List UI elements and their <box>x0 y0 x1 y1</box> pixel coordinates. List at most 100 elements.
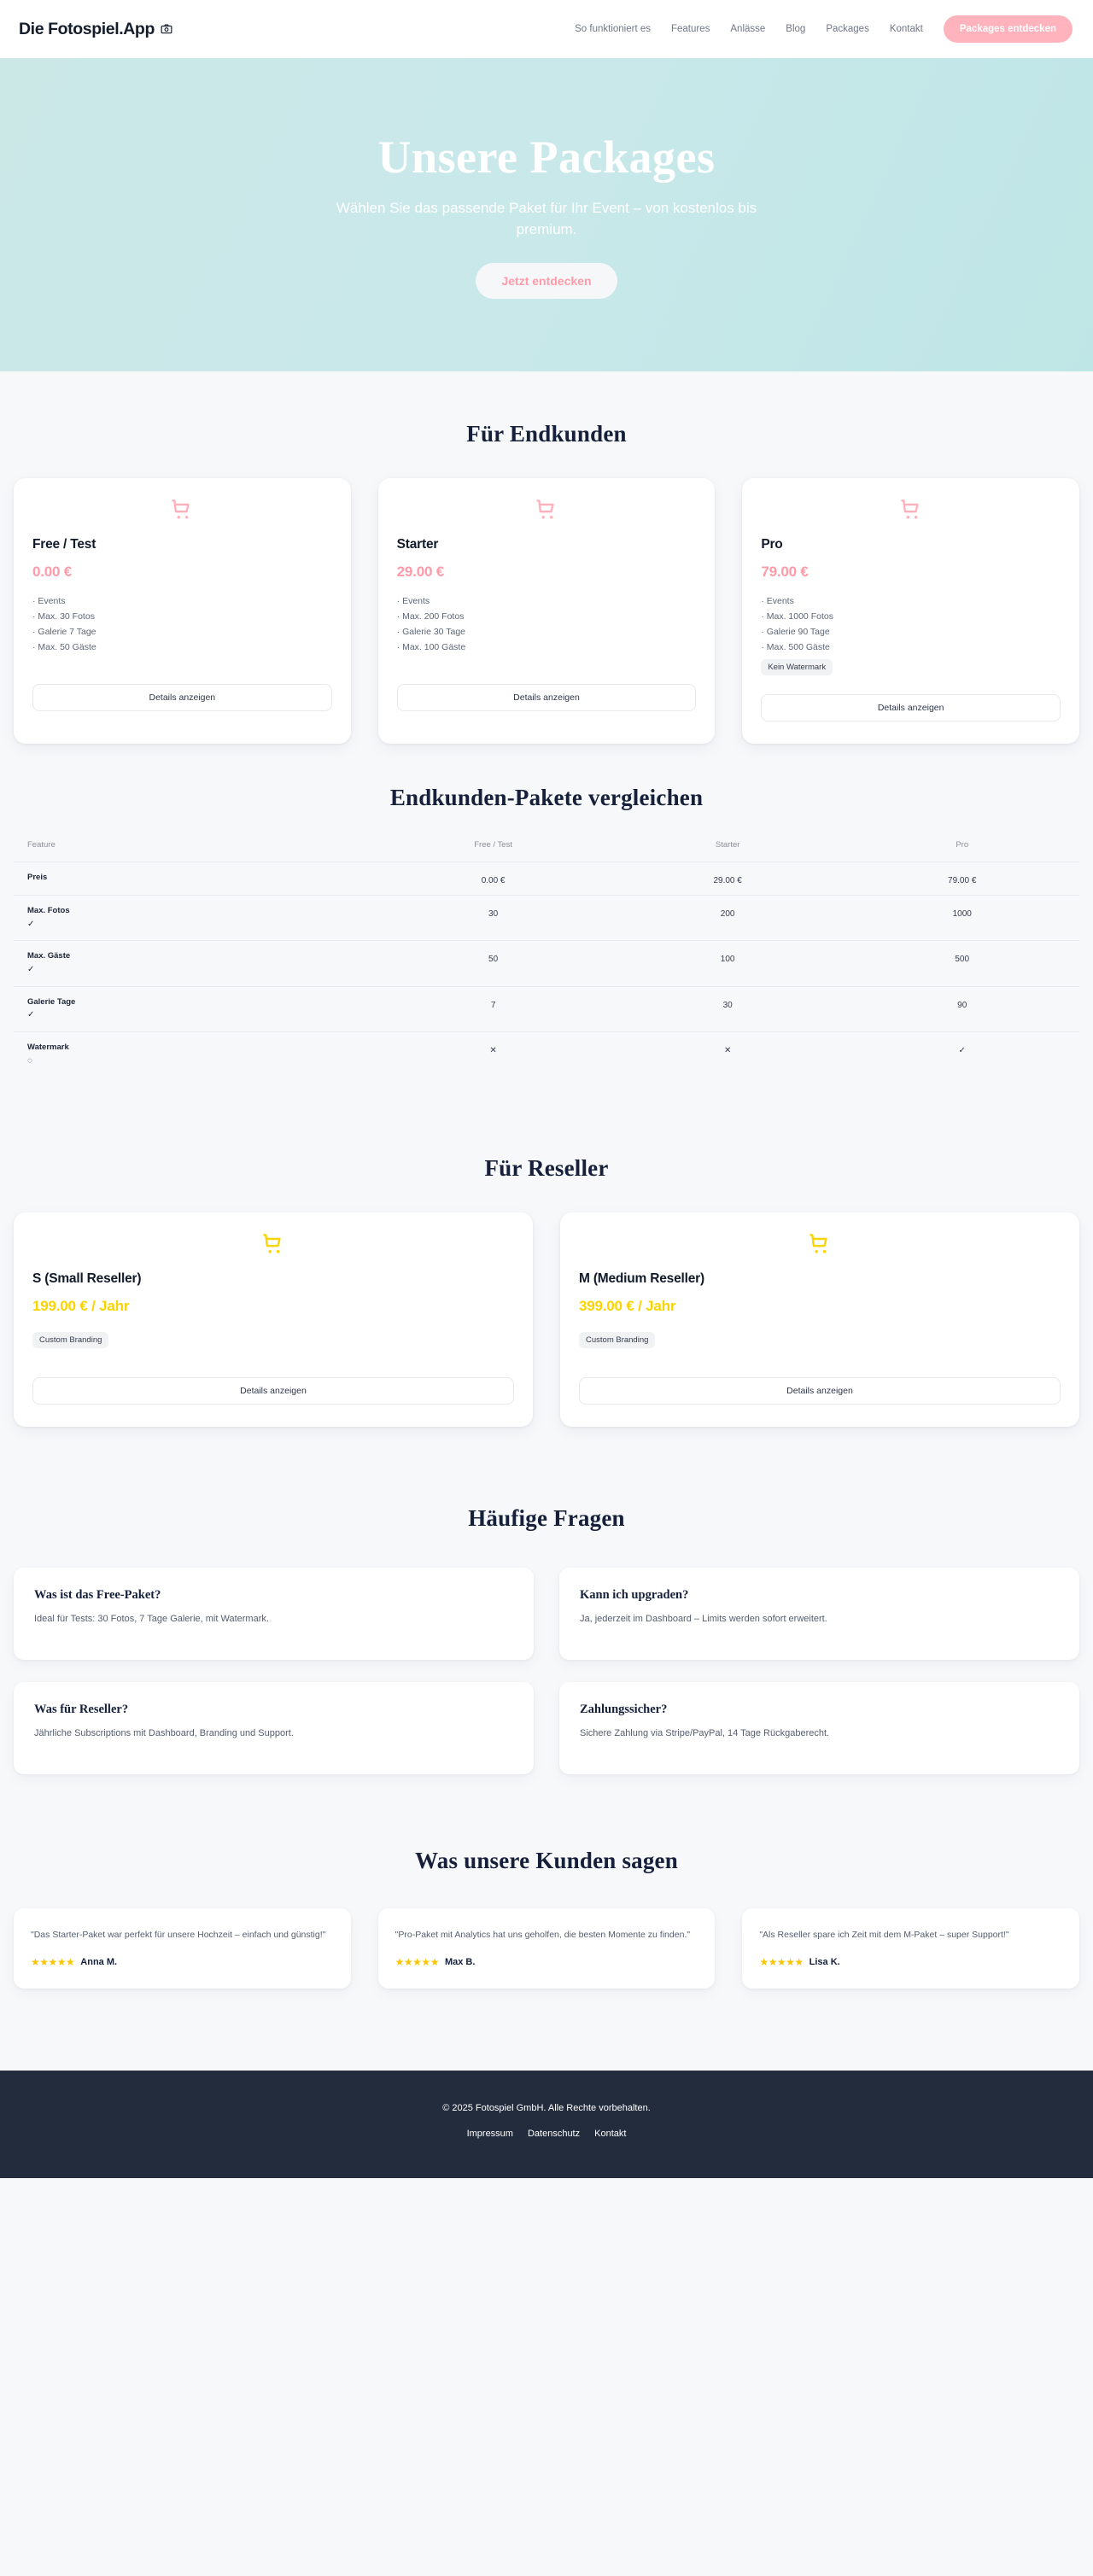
reseller-plan-name: M (Medium Reseller) <box>579 1271 704 1287</box>
testimonial-card: "Als Reseller spare ich Zeit mit dem M-P… <box>742 1908 1079 1989</box>
row-value-check: ✓ <box>958 1045 966 1055</box>
plan-name: Starter <box>396 537 439 552</box>
reseller-card-small[interactable]: S (Small Reseller) 199.00 € / Jahr Custo… <box>14 1212 533 1428</box>
row-label: Max. Gäste ✓ <box>14 940 377 987</box>
faq-item[interactable]: Zahlungssicher? Sichere Zahlung via Stri… <box>559 1682 1079 1775</box>
row-value: 200 <box>610 895 845 942</box>
testimonial-footer: ★★★★★ Max B. <box>395 1956 698 1968</box>
col-feature: Feature <box>14 840 377 863</box>
endkunden-cards: Free / Test 0.00 € · Events · Max. 30 Fo… <box>0 478 1093 745</box>
logo[interactable]: Die Fotospiel.App <box>19 20 172 39</box>
plan-features: · Events · Max. 200 Fotos · Galerie 30 T… <box>397 593 697 655</box>
plan-features: · Events · Max. 1000 Fotos · Galerie 90 … <box>761 593 1061 655</box>
check-icon: ✓ <box>27 919 35 929</box>
reseller-badge-custom-branding: Custom Branding <box>579 1332 656 1349</box>
endkunden-section: Für Endkunden Free / Test 0.00 € · Event… <box>0 371 1093 745</box>
row-label: Watermark ◌ <box>14 1031 376 1077</box>
plan-name: Pro <box>761 537 783 552</box>
nav-item-anlaesse[interactable]: Anlässe <box>730 24 766 34</box>
feature-item: · Max. 200 Fotos <box>396 611 465 622</box>
shopping-cart-icon <box>397 497 697 527</box>
star-rating-icon: ★★★★★ <box>759 1956 804 1969</box>
footer-link-datenschutz[interactable]: Datenschutz <box>527 2129 581 2140</box>
details-anzeigen-button[interactable]: Details anzeigen <box>396 684 697 712</box>
details-anzeigen-button[interactable]: Details anzeigen <box>579 1377 1061 1405</box>
faq-question: Was für Reseller? <box>34 1703 129 1717</box>
details-anzeigen-button[interactable]: Details anzeigen <box>32 1377 514 1405</box>
packages-entdecken-button[interactable]: Packages entdecken <box>943 15 1073 43</box>
row-value: 100 <box>610 940 845 987</box>
faq-question: Zahlungssicher? <box>580 1703 668 1717</box>
faq-item[interactable]: Kann ich upgraden? Ja, jederzeit im Dash… <box>559 1568 1079 1661</box>
feature-item: · Max. 50 Gäste <box>32 642 96 653</box>
camera-icon <box>161 23 172 35</box>
reseller-heading: Für Reseller <box>484 1155 609 1182</box>
faq-answer: Sichere Zahlung via Stripe/PayPal, 14 Ta… <box>580 1728 830 1739</box>
reseller-plan-name: S (Small Reseller) <box>32 1271 142 1287</box>
hero-title: Unsere Packages <box>377 131 716 184</box>
row-value: 79.00 € <box>845 862 1079 897</box>
feature-item: · Max. 30 Fotos <box>32 611 95 622</box>
faq-question: Was ist das Free-Paket? <box>34 1588 161 1603</box>
logo-text: Die Fotospiel.App <box>19 19 155 38</box>
copyright-text: © 2025 Fotospiel GmbH. Alle Rechte vorbe… <box>442 2103 651 2114</box>
testimonial-card: "Das Starter-Paket war perfekt für unser… <box>14 1908 351 1989</box>
col-pro: Pro <box>845 840 1079 863</box>
faq-heading: Häufige Fragen <box>468 1505 625 1532</box>
feature-item: · Events <box>32 596 66 606</box>
nav-item-kontakt[interactable]: Kontakt <box>889 24 923 34</box>
faq-section: Häufige Fragen Was ist das Free-Paket? I… <box>0 1427 1093 1775</box>
nav-item-packages[interactable]: Packages <box>826 24 869 34</box>
hero-cta-button[interactable]: Jetzt entdecken <box>476 262 617 299</box>
row-label: Max. Fotos ✓ <box>14 895 377 942</box>
reseller-card-medium[interactable]: M (Medium Reseller) 399.00 € / Jahr Cust… <box>560 1212 1079 1428</box>
details-anzeigen-button[interactable]: Details anzeigen <box>32 684 332 712</box>
compare-section: Endkunden-Pakete vergleichen Feature Fre… <box>0 744 1093 1077</box>
feature-item: · Galerie 7 Tage <box>32 627 96 638</box>
testimonial-footer: ★★★★★ Anna M. <box>31 1956 334 1968</box>
footer-link-kontakt[interactable]: Kontakt <box>594 2129 627 2140</box>
row-value: 29.00 € <box>610 862 845 897</box>
plan-price: 0.00 € <box>32 564 73 580</box>
reseller-plan-price: 199.00 € / Jahr <box>32 1298 130 1315</box>
feature-item: · Galerie 30 Tage <box>396 627 466 638</box>
row-value: 30 <box>610 986 845 1032</box>
table-header-row: Feature Free / Test Starter Pro <box>14 840 1079 863</box>
reseller-plan-price: 399.00 € / Jahr <box>579 1298 676 1315</box>
footer-link-impressum[interactable]: Impressum <box>466 2129 513 2140</box>
circle-icon: ◌ <box>27 1055 32 1066</box>
plan-badge-kein-watermark: Kein Watermark <box>761 659 833 676</box>
table-row: Galerie Tage ✓ 7 30 90 <box>14 986 1079 1032</box>
site-header: Die Fotospiel.App So funktioniert es Fea… <box>0 0 1093 58</box>
footer-links: Impressum Datenschutz Kontakt <box>0 2129 1093 2139</box>
plan-price: 29.00 € <box>396 564 445 580</box>
testimonial-author: Anna M. <box>80 1957 118 1968</box>
nav-item-blog[interactable]: Blog <box>786 24 806 34</box>
testimonial-card: "Pro-Paket mit Analytics hat uns geholfe… <box>377 1908 716 1989</box>
row-label: Galerie Tage ✓ <box>14 986 377 1032</box>
reseller-cards: S (Small Reseller) 199.00 € / Jahr Custo… <box>0 1212 1093 1428</box>
feature-item: · Max. 100 Gäste <box>396 642 466 653</box>
nav-item-features[interactable]: Features <box>670 24 710 34</box>
row-label-text: Preis <box>27 873 48 883</box>
feature-item: · Galerie 90 Tage <box>761 627 830 638</box>
row-value: 1000 <box>845 895 1079 942</box>
plan-name: Free / Test <box>32 537 96 552</box>
plan-card-pro[interactable]: Pro 79.00 € · Events · Max. 1000 Fotos ·… <box>742 478 1079 745</box>
testimonials-grid: "Das Starter-Paket war perfekt für unser… <box>0 1908 1093 1989</box>
star-rating-icon: ★★★★★ <box>395 1956 440 1969</box>
table-row: Max. Fotos ✓ 30 200 1000 <box>14 895 1079 942</box>
nav-item-so-funktioniert-es[interactable]: So funktioniert es <box>575 24 651 34</box>
plan-card-free-test[interactable]: Free / Test 0.00 € · Events · Max. 30 Fo… <box>14 478 351 745</box>
row-value: 0.00 € <box>376 862 611 897</box>
plan-features: · Events · Max. 30 Fotos · Galerie 7 Tag… <box>32 593 332 655</box>
faq-item[interactable]: Was für Reseller? Jährliche Subscription… <box>14 1682 534 1775</box>
row-label-text: Max. Fotos <box>27 906 70 916</box>
feature-item: · Events <box>761 596 794 606</box>
row-value-cross: ✕ <box>489 1045 497 1055</box>
row-label-text: Max. Gäste <box>27 951 71 961</box>
details-anzeigen-button[interactable]: Details anzeigen <box>761 694 1061 722</box>
compare-table: Feature Free / Test Starter Pro Preis 0.… <box>14 840 1079 1077</box>
faq-item[interactable]: Was ist das Free-Paket? Ideal für Tests:… <box>14 1568 534 1661</box>
plan-card-starter[interactable]: Starter 29.00 € · Events · Max. 200 Foto… <box>377 478 716 745</box>
